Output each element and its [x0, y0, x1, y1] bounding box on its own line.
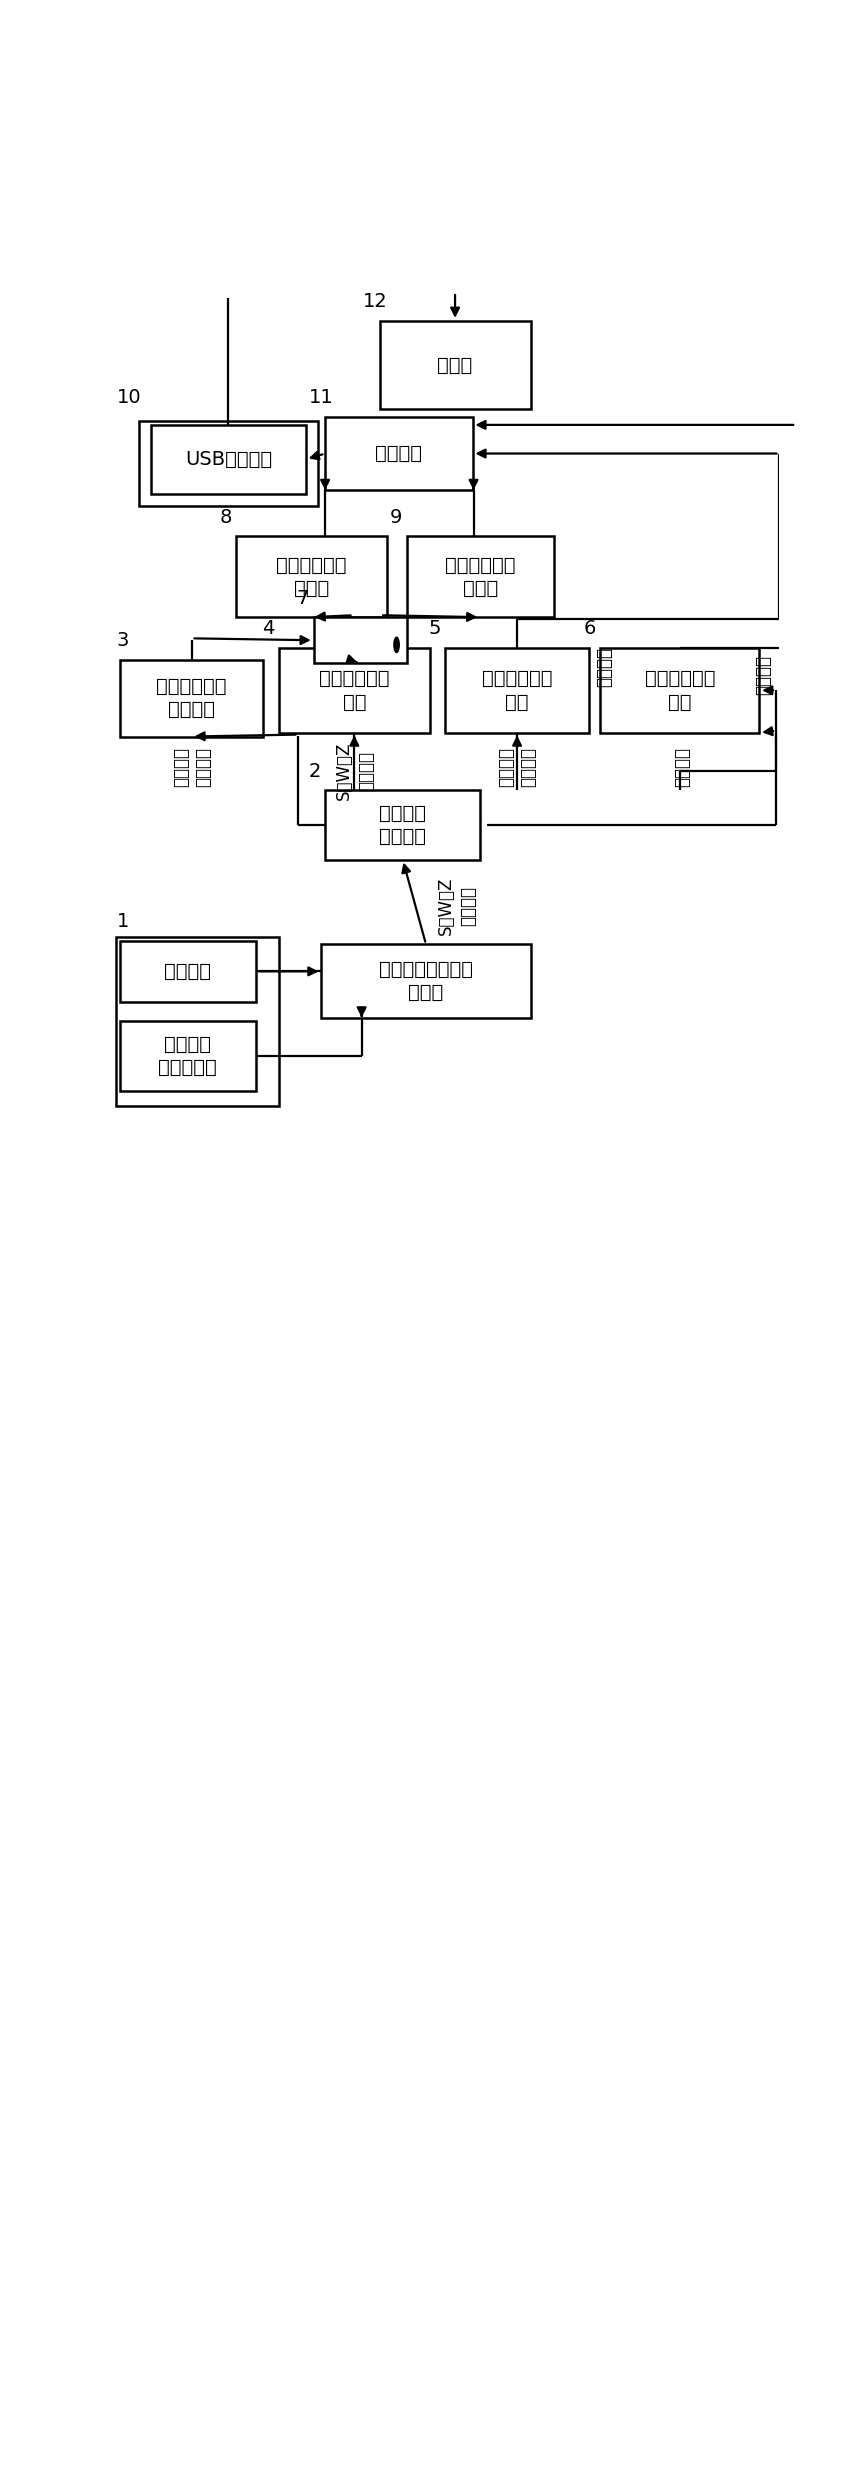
Bar [120, 1022, 255, 1091]
Text: 光子拼接通道
判别模块: 光子拼接通道 判别模块 [156, 677, 227, 719]
Text: 光子速率计算
模块: 光子速率计算 模块 [481, 670, 553, 712]
Text: 信号峰值
处理模块: 信号峰值 处理模块 [379, 804, 426, 846]
Text: 模拟数字转换
模块: 模拟数字转换 模块 [319, 670, 390, 712]
Bar [116, 937, 279, 1106]
Text: 高速率光子拼
接模块: 高速率光子拼 接模块 [445, 556, 515, 598]
Text: USB通信模块: USB通信模块 [184, 449, 272, 469]
Bar [321, 945, 531, 1017]
Text: 错误信息: 错误信息 [754, 655, 772, 694]
Text: 4: 4 [262, 620, 275, 637]
Text: 上位机: 上位机 [437, 355, 473, 374]
Text: 光子速率: 光子速率 [595, 647, 613, 687]
Text: 5: 5 [429, 620, 441, 637]
Bar [326, 417, 473, 491]
Text: 光子脉冲
指示信号: 光子脉冲 指示信号 [497, 746, 538, 786]
Bar [151, 424, 306, 494]
Text: 2: 2 [308, 761, 320, 781]
Bar [407, 536, 554, 618]
Text: 高压放电
光源驱动器: 高压放电 光源驱动器 [158, 1034, 217, 1076]
Text: 错误信息处理
模块: 错误信息处理 模块 [644, 670, 715, 712]
Bar [120, 660, 263, 737]
Bar [326, 791, 481, 861]
Text: 6: 6 [584, 620, 596, 637]
Text: 1: 1 [117, 913, 129, 930]
Bar [139, 422, 318, 506]
Text: 10: 10 [117, 389, 141, 407]
Text: 8: 8 [219, 508, 232, 526]
Text: 3: 3 [117, 630, 129, 650]
Text: 低速率光子拼
接模块: 低速率光子拼 接模块 [276, 556, 347, 598]
Text: 紫外光子计数图像
探测器: 紫外光子计数图像 探测器 [379, 960, 473, 1002]
Text: 12: 12 [363, 293, 387, 310]
Text: 错误信息: 错误信息 [673, 746, 691, 786]
Bar [313, 618, 407, 662]
Circle shape [394, 637, 399, 652]
Bar [379, 320, 531, 409]
Text: 紫外光源: 紫外光源 [165, 962, 211, 982]
Text: 组包模块: 组包模块 [375, 444, 423, 464]
Bar [236, 536, 387, 618]
Text: 9: 9 [390, 508, 402, 526]
Bar [120, 940, 255, 1002]
Text: 光子脉冲
指示信号: 光子脉冲 指示信号 [171, 746, 212, 786]
Bar [445, 647, 589, 732]
Text: 11: 11 [308, 389, 333, 407]
Bar [600, 647, 759, 732]
Text: S、W、Z
数字电压: S、W、Z 数字电压 [334, 742, 375, 801]
Text: S、W、Z
模拟电压: S、W、Z 模拟电压 [437, 878, 477, 935]
Bar [279, 647, 430, 732]
Text: 7: 7 [297, 588, 309, 608]
